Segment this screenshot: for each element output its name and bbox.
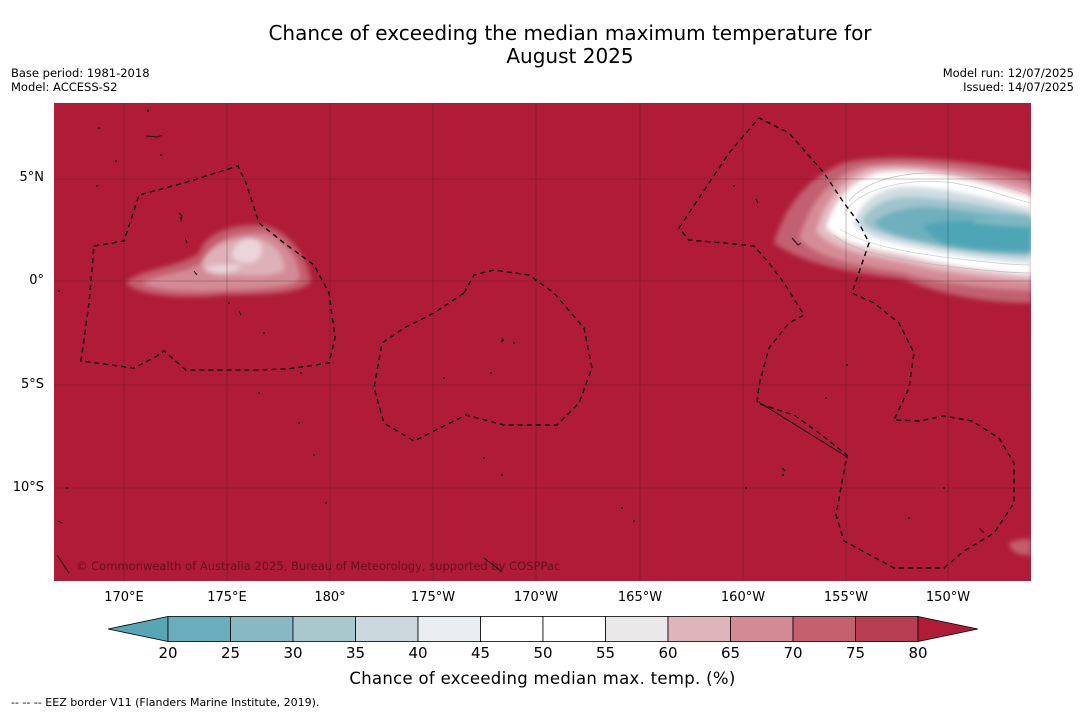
lon-label-155w: 155°W <box>823 590 869 605</box>
colorbar-cell <box>167 616 231 642</box>
lat-label-5s: 5°S <box>20 377 44 392</box>
cool-anomaly-east <box>774 157 1031 303</box>
graticule <box>54 103 1031 581</box>
colorbar-cell <box>355 616 419 642</box>
colorbar-tick-label: 30 <box>283 644 303 662</box>
forecast-map: © Commonwealth of Australia 2025, Bureau… <box>54 103 1031 581</box>
lon-label-170e: 170°E <box>104 590 144 605</box>
colorbar-cell <box>230 616 294 642</box>
model-run-text: Model run: 12/07/2025 <box>942 66 1074 80</box>
colorbar-tick-label: 50 <box>533 644 553 662</box>
colorbar-cells <box>108 616 978 642</box>
eez-footnote: -- -- -- EEZ border V11 (Flanders Marine… <box>11 696 320 709</box>
colorbar-tick-label: 35 <box>345 644 366 662</box>
colorbar-extend-high <box>917 616 978 642</box>
colorbar-label: Chance of exceeding median max. temp. (%… <box>349 669 736 688</box>
eez-line-islands <box>678 117 1015 569</box>
colorbar-tick-label: 45 <box>470 644 491 662</box>
colorbar-cell <box>730 616 794 642</box>
map-title-line2: August 2025 <box>506 44 634 68</box>
colorbar-cell <box>417 616 481 642</box>
lat-label-10s: 10°S <box>12 480 44 495</box>
colorbar-tick-label: 25 <box>220 644 241 662</box>
issued-text: Issued: 14/07/2025 <box>963 80 1074 94</box>
colorbar-cell <box>292 616 356 642</box>
map-title: Chance of exceeding the median maximum t… <box>0 22 1085 68</box>
colorbar-cell <box>605 616 669 642</box>
eez-howland-baker <box>373 269 593 442</box>
lon-label-180: 180° <box>314 590 346 605</box>
colorbar <box>108 616 978 642</box>
lon-label-175e: 175°E <box>207 590 247 605</box>
warm-patch-southeast <box>1009 538 1031 556</box>
islands <box>56 134 985 574</box>
colorbar-cell <box>542 616 606 642</box>
run-info-right: Model run: 12/07/2025 Issued: 14/07/2025 <box>943 66 1074 94</box>
lon-label-160w: 160°W <box>720 590 766 605</box>
lat-label-0: 0° <box>29 273 44 288</box>
run-info-left: Base period: 1981-2018 Model: ACCESS-S2 <box>11 66 150 94</box>
colorbar-cell <box>855 616 919 642</box>
colorbar-cell <box>667 616 731 642</box>
lon-label-170w: 170°W <box>513 590 559 605</box>
lon-label-165w: 165°W <box>617 590 663 605</box>
colorbar-extend-low <box>108 616 169 642</box>
base-period-text: Base period: 1981-2018 <box>11 66 150 80</box>
lon-label-175w: 175°W <box>410 590 456 605</box>
colorbar-tick-label: 80 <box>908 644 928 662</box>
colorbar-tick-label: 55 <box>595 644 616 662</box>
lon-label-150w: 150°W <box>925 590 971 605</box>
colorbar-tick-label: 60 <box>658 644 678 662</box>
map-title-line1: Chance of exceeding the median maximum t… <box>268 21 872 45</box>
colorbar-tick-label: 75 <box>845 644 866 662</box>
colorbar-cell <box>480 616 544 642</box>
eez-borders <box>80 117 1015 569</box>
colorbar-tick-label: 65 <box>720 644 741 662</box>
colorbar-tick-label: 20 <box>158 644 178 662</box>
colorbar-tick-label: 70 <box>783 644 803 662</box>
island-dots <box>58 109 945 522</box>
lat-label-5n: 5°N <box>19 170 45 185</box>
copyright-text: © Commonwealth of Australia 2025, Bureau… <box>76 559 560 573</box>
model-text: Model: ACCESS-S2 <box>11 80 118 94</box>
colorbar-tick-label: 40 <box>408 644 428 662</box>
colorbar-cell <box>792 616 856 642</box>
eez-kiribati-gilberts <box>80 165 336 371</box>
warm-anomaly-west <box>126 224 311 297</box>
